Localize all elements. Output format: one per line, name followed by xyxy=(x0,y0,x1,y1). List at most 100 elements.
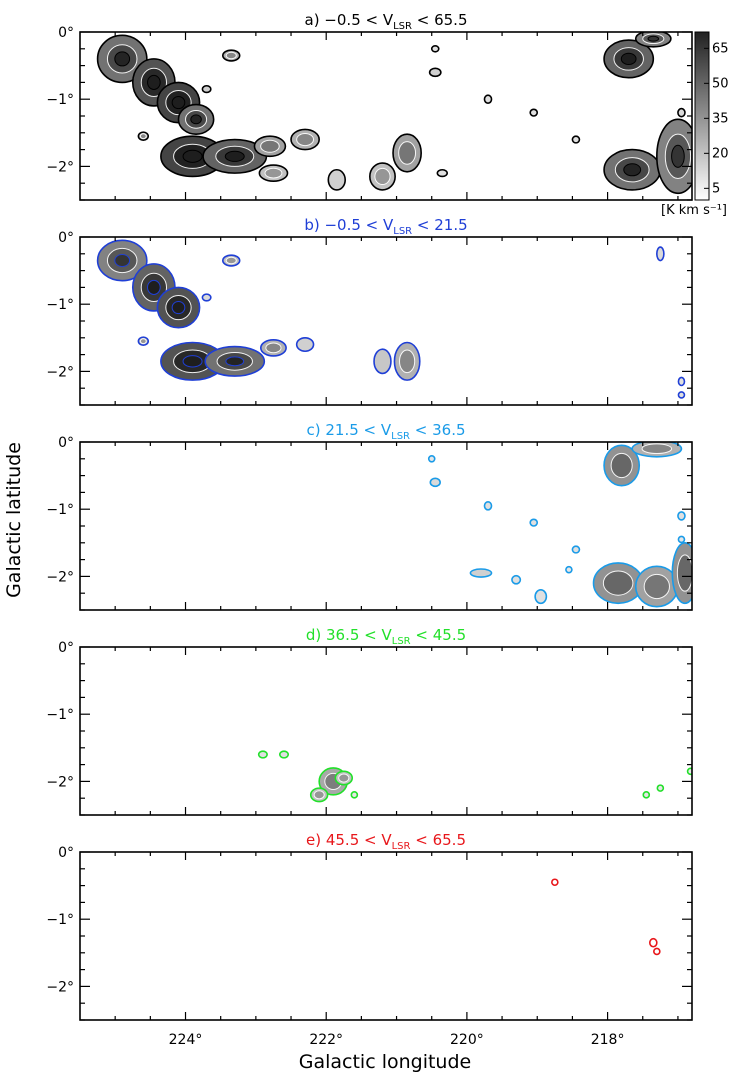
y-tick-label: −2° xyxy=(46,774,74,790)
cloud-mark xyxy=(634,32,672,48)
cloud-mark xyxy=(677,535,686,544)
cloud-mark xyxy=(259,339,287,357)
cloud-mark xyxy=(603,444,641,487)
x-tick-label: 222° xyxy=(309,1032,343,1048)
panel-title: a) −0.5 < VLSR < 65.5 xyxy=(305,11,468,32)
x-tick-label: 220° xyxy=(450,1032,484,1048)
cloud-mark xyxy=(295,336,315,353)
colorbar: 65 50 35 20 5 [K km s⁻¹] xyxy=(661,31,729,218)
x-tick-label: 218° xyxy=(591,1032,625,1048)
cloud-mark xyxy=(656,246,665,262)
cloud-mark xyxy=(648,937,658,948)
cloud-mark xyxy=(350,791,359,799)
cloud-mark xyxy=(671,542,692,605)
cloud-mark xyxy=(369,162,396,191)
cloud-mark xyxy=(534,589,548,605)
y-tick-label: −1° xyxy=(46,297,74,313)
cloud-mark xyxy=(529,518,539,527)
cloud-mark xyxy=(551,878,559,887)
cloud-mark xyxy=(428,67,442,78)
y-tick-label: 0° xyxy=(58,640,74,656)
colorbar-unit-label: [K km s⁻¹] xyxy=(661,203,727,218)
cloud-mark xyxy=(677,511,686,521)
cloud-mark xyxy=(393,341,421,381)
cloud-mark xyxy=(565,565,573,574)
panel-d: d) 36.5 < VLSR < 45.5 0° −1° −2° xyxy=(46,626,693,816)
panel-e: e) 45.5 < VLSR < 65.5 0° −1° −2° 224° 222° 220… xyxy=(46,831,693,1048)
cloud-mark xyxy=(137,131,150,141)
y-tick-label: −1° xyxy=(46,502,74,518)
y-tick-label: 0° xyxy=(58,845,74,861)
cloud-mark xyxy=(222,254,241,267)
cloud-mark xyxy=(677,391,686,399)
cloud-mark xyxy=(327,168,346,191)
cloud-mark xyxy=(653,947,661,956)
cloud-mark xyxy=(202,138,268,174)
colorbar-tick-label: 5 xyxy=(712,181,720,196)
y-tick-label: −2° xyxy=(46,979,74,995)
cloud-mark xyxy=(427,454,436,463)
cloud-mark xyxy=(201,293,212,302)
cloud-mark xyxy=(642,791,651,799)
cloud-mark xyxy=(258,164,289,182)
cloud-mark xyxy=(483,501,493,511)
cloud-mark xyxy=(201,84,212,94)
panel-title: b) −0.5 < VLSR < 21.5 xyxy=(304,216,467,237)
cloud-mark xyxy=(571,545,581,554)
cloud-mark xyxy=(430,44,440,53)
cloud-mark xyxy=(631,442,683,458)
cloud-mark xyxy=(469,568,493,578)
panel-title: d) 36.5 < VLSR < 45.5 xyxy=(306,626,466,647)
cloud-mark xyxy=(96,34,148,84)
cloud-mark xyxy=(677,107,686,118)
y-axis-label: Galactic latitude xyxy=(3,442,25,598)
cloud-mark xyxy=(686,767,692,776)
y-tick-label: −1° xyxy=(46,92,74,108)
cloud-mark xyxy=(634,565,679,608)
cloud-mark xyxy=(373,348,392,375)
x-tick-label: 224° xyxy=(169,1032,203,1048)
cloud-mark xyxy=(429,477,441,488)
panel-frame xyxy=(79,851,693,1021)
panel-frame xyxy=(79,646,693,816)
cloud-mark xyxy=(204,345,266,377)
y-tick-label: −2° xyxy=(46,569,74,585)
colorbar-scale xyxy=(694,31,710,201)
cloud-mark xyxy=(137,336,150,346)
cloud-mark xyxy=(656,784,665,792)
panel-title: e) 45.5 < VLSR < 65.5 xyxy=(306,831,466,852)
panels-group: a) −0.5 < VLSR < 65.50°−1°−2°b) −0.5 < V… xyxy=(46,11,693,1048)
cloud-mark xyxy=(677,376,686,387)
cloud-mark xyxy=(656,118,692,195)
cloud-mark xyxy=(177,103,215,135)
colorbar-tick-label: 35 xyxy=(712,111,729,126)
y-tick-label: −2° xyxy=(46,159,74,175)
colorbar-tick-label: 50 xyxy=(712,76,729,91)
cloud-mark xyxy=(278,750,290,759)
cloud-mark xyxy=(603,148,662,191)
panel-c: c) 21.5 < VLSR < 36.5 0° −1° −2° xyxy=(46,421,693,611)
cloud-mark xyxy=(529,108,539,117)
panel-a: a) −0.5 < VLSR < 65.5 0° −1° −2° xyxy=(46,11,693,201)
cloud-mark xyxy=(436,168,448,178)
cloud-mark xyxy=(483,94,493,105)
y-tick-label: −1° xyxy=(46,707,74,723)
colorbar-tick-label: 20 xyxy=(712,146,729,161)
cloud-mark xyxy=(253,135,287,158)
cloud-mark xyxy=(571,135,581,144)
cloud-mark xyxy=(392,133,422,173)
y-tick-label: 0° xyxy=(58,230,74,246)
cloud-mark xyxy=(257,750,268,759)
colorbar-tick-label: 65 xyxy=(712,41,729,56)
panel-b: b) −0.5 < VLSR < 21.5 0° −1° −2° xyxy=(46,216,693,406)
cloud-mark xyxy=(222,49,241,62)
x-axis-label: Galactic longitude xyxy=(299,1051,471,1073)
cloud-mark xyxy=(334,770,354,786)
y-tick-label: −2° xyxy=(46,364,74,380)
cloud-mark xyxy=(603,39,655,79)
y-tick-label: 0° xyxy=(58,435,74,451)
cloud-mark xyxy=(309,787,329,803)
cloud-mark xyxy=(290,128,320,151)
cloud-mark xyxy=(592,562,644,605)
